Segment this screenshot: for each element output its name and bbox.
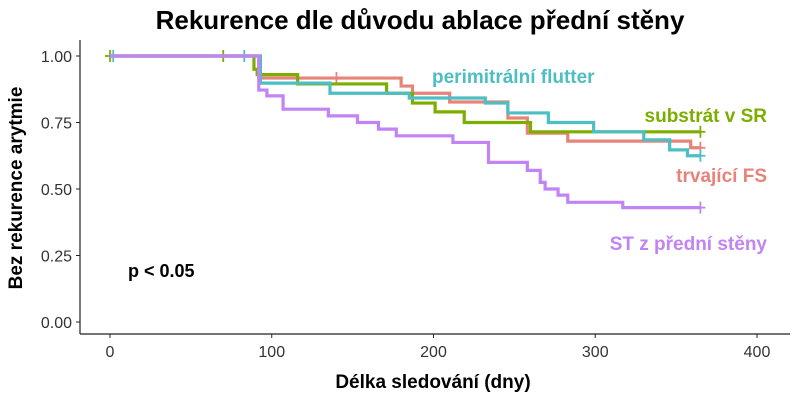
y-tick-label: 0.50 <box>41 182 72 199</box>
chart-title: Rekurence dle důvodu ablace přední stěny <box>156 5 685 35</box>
p-value-annotation: p < 0.05 <box>128 261 195 281</box>
y-tick-label: 0.75 <box>41 116 72 133</box>
legend-label-trvajici-fs: trvající FS <box>676 166 767 187</box>
legend-label-perimitral-flutter: perimitrální flutter <box>432 67 595 88</box>
x-tick-label: 300 <box>582 344 609 361</box>
y-tick-label: 0.25 <box>41 249 72 266</box>
survival-curve-2 <box>110 54 701 158</box>
x-tick-label: 100 <box>258 344 285 361</box>
x-axis-label: Délka sledování (dny) <box>335 372 530 393</box>
x-tick-label: 200 <box>420 344 447 361</box>
survival-curve-0 <box>110 54 701 150</box>
legend-label-st-z-predni-steny: ST z přední stěny <box>610 234 768 255</box>
survival-curve-3 <box>110 54 701 210</box>
y-axis-label: Bez rekurence arytmie <box>6 87 27 290</box>
y-tick-label: 1.00 <box>41 49 72 66</box>
y-tick-label: 0.00 <box>41 315 72 332</box>
x-tick-label: 400 <box>744 344 771 361</box>
legend-label-substrat-v-sr: substrát v SR <box>645 106 768 127</box>
x-tick-label: 0 <box>106 344 115 361</box>
